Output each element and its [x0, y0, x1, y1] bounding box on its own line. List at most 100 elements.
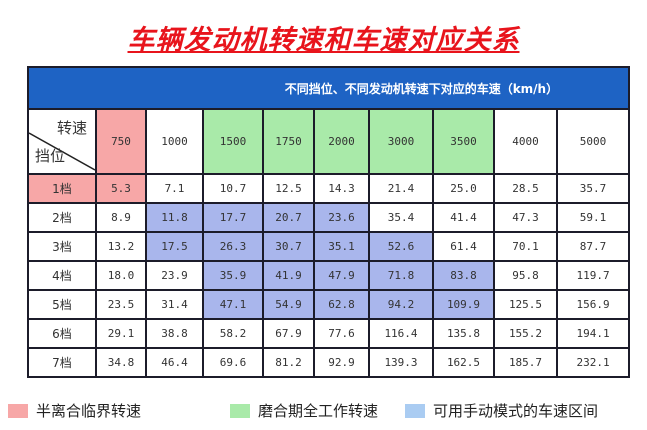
table-row: 5档 23.5 31.4 47.1 54.9 62.8 94.2 109.9 125.5 156.… — [27, 289, 631, 320]
rpm-header: 3000 — [368, 108, 434, 175]
legend-label: 可用手动模式的车速区间 — [433, 402, 599, 420]
table-row: 2档 8.9 11.8 17.7 20.7 23.6 35.4 41.4 47.3 59.1 — [27, 202, 631, 233]
speed-cell: 23.6 — [313, 202, 370, 233]
speed-cell: 29.1 — [95, 318, 147, 349]
speed-cell: 139.3 — [368, 347, 434, 378]
speed-cell: 12.5 — [262, 173, 315, 204]
speed-cell: 47.1 — [202, 289, 264, 320]
legend-swatch — [405, 403, 425, 418]
speed-cell: 69.6 — [202, 347, 264, 378]
speed-cell: 26.3 — [202, 231, 264, 262]
speed-cell: 41.9 — [262, 260, 315, 291]
diagonal-line — [29, 132, 95, 171]
rpm-header: 5000 — [555, 108, 631, 175]
rpm-header: 2000 — [313, 108, 370, 175]
rpm-header: 1500 — [202, 108, 264, 175]
gear-label: 5档 — [27, 289, 97, 320]
speed-cell: 87.7 — [555, 231, 631, 262]
speed-cell: 52.6 — [368, 231, 434, 262]
speed-cell: 81.2 — [262, 347, 315, 378]
speed-cell: 14.3 — [313, 173, 370, 204]
speed-cell: 10.7 — [202, 173, 264, 204]
rpm-header: 4000 — [493, 108, 558, 175]
speed-cell: 185.7 — [493, 347, 558, 378]
speed-cell: 54.9 — [262, 289, 315, 320]
speed-cell: 23.5 — [95, 289, 147, 320]
speed-cell: 58.2 — [202, 318, 264, 349]
speed-cell: 83.8 — [432, 260, 495, 291]
speed-cell: 5.3 — [95, 173, 147, 204]
legend-swatch — [8, 403, 28, 418]
rpm-header: 1750 — [262, 108, 315, 175]
speed-cell: 61.4 — [432, 231, 495, 262]
speed-cell: 34.8 — [95, 347, 147, 378]
speed-cell: 156.9 — [555, 289, 631, 320]
speed-cell: 70.1 — [493, 231, 558, 262]
speed-cell: 41.4 — [432, 202, 495, 233]
speed-cell: 162.5 — [432, 347, 495, 378]
speed-cell: 35.1 — [313, 231, 370, 262]
speed-cell: 20.7 — [262, 202, 315, 233]
speed-cell: 17.5 — [145, 231, 204, 262]
speed-cell: 135.8 — [432, 318, 495, 349]
speed-cell: 59.1 — [555, 202, 631, 233]
speed-cell: 77.6 — [313, 318, 370, 349]
rpm-header: 750 — [95, 108, 147, 175]
speed-cell: 109.9 — [432, 289, 495, 320]
speed-cell: 71.8 — [368, 260, 434, 291]
speed-cell: 31.4 — [145, 289, 204, 320]
corner-rpm-label: 转速 — [56, 119, 87, 137]
legend-label: 磨合期全工作转速 — [258, 402, 379, 420]
legend-label: 半离合临界转速 — [36, 402, 142, 420]
speed-cell: 92.9 — [313, 347, 370, 378]
legend-item: 半离合临界转速 — [8, 400, 141, 421]
speed-cell: 95.8 — [493, 260, 558, 291]
speed-cell: 21.4 — [368, 173, 434, 204]
gear-label: 7档 — [27, 347, 97, 378]
legend-swatch — [230, 403, 250, 418]
speed-cell: 35.9 — [202, 260, 264, 291]
gear-label: 3档 — [27, 231, 97, 262]
speed-cell: 17.7 — [202, 202, 264, 233]
gear-label: 1档 — [27, 173, 97, 204]
gear-label: 2档 — [27, 202, 97, 233]
speed-cell: 11.8 — [145, 202, 204, 233]
speed-cell: 47.3 — [493, 202, 558, 233]
legend-item: 磨合期全工作转速 — [230, 400, 378, 421]
speed-cell: 13.2 — [95, 231, 147, 262]
speed-cell: 23.9 — [145, 260, 204, 291]
table-row: 6档 29.1 38.8 58.2 67.9 77.6 116.4 135.8 155.2 194… — [27, 318, 631, 349]
rpm-header: 3500 — [432, 108, 495, 175]
table-row: 1档 5.3 7.1 10.7 12.5 14.3 21.4 25.0 28.5 35.7 — [27, 173, 631, 204]
speed-cell: 28.5 — [493, 173, 558, 204]
table-row: 3档 13.2 17.5 26.3 30.7 35.1 52.6 61.4 70.1 87.7 — [27, 231, 631, 262]
speed-table: 不同挡位、不同发动机转速下对应的车速（km/h） 转速 挡位 750 1000 15… — [26, 66, 631, 378]
speed-cell: 119.7 — [555, 260, 631, 291]
speed-cell: 62.8 — [313, 289, 370, 320]
gear-label: 6档 — [27, 318, 97, 349]
speed-cell: 232.1 — [555, 347, 631, 378]
corner-gear-label: 挡位 — [35, 147, 66, 165]
legend: 半离合临界转速 磨合期全工作转速 可用手动模式的车速区间 — [0, 400, 647, 424]
speed-cell: 67.9 — [262, 318, 315, 349]
speed-cell: 7.1 — [145, 173, 204, 204]
legend-item: 可用手动模式的车速区间 — [405, 400, 598, 421]
table-row: 7档 34.8 46.4 69.6 81.2 92.9 139.3 162.5 185.7 232… — [27, 347, 631, 378]
speed-cell: 8.9 — [95, 202, 147, 233]
speed-cell: 38.8 — [145, 318, 204, 349]
table-row: 4档 18.0 23.9 35.9 41.9 47.9 71.8 83.8 95.8 119.7 — [27, 260, 631, 291]
corner-header: 转速 挡位 — [27, 108, 97, 175]
speed-cell: 94.2 — [368, 289, 434, 320]
speed-cell: 155.2 — [493, 318, 558, 349]
speed-cell: 194.1 — [555, 318, 631, 349]
speed-cell: 116.4 — [368, 318, 434, 349]
speed-cell: 25.0 — [432, 173, 495, 204]
gear-label: 4档 — [27, 260, 97, 291]
speed-cell: 47.9 — [313, 260, 370, 291]
table-caption: 不同挡位、不同发动机转速下对应的车速（km/h） — [26, 66, 631, 110]
speed-cell: 18.0 — [95, 260, 147, 291]
speed-cell: 46.4 — [145, 347, 204, 378]
rpm-header: 1000 — [145, 108, 204, 175]
page-title: 车辆发动机转速和车速对应关系 — [127, 25, 520, 56]
speed-cell: 35.4 — [368, 202, 434, 233]
